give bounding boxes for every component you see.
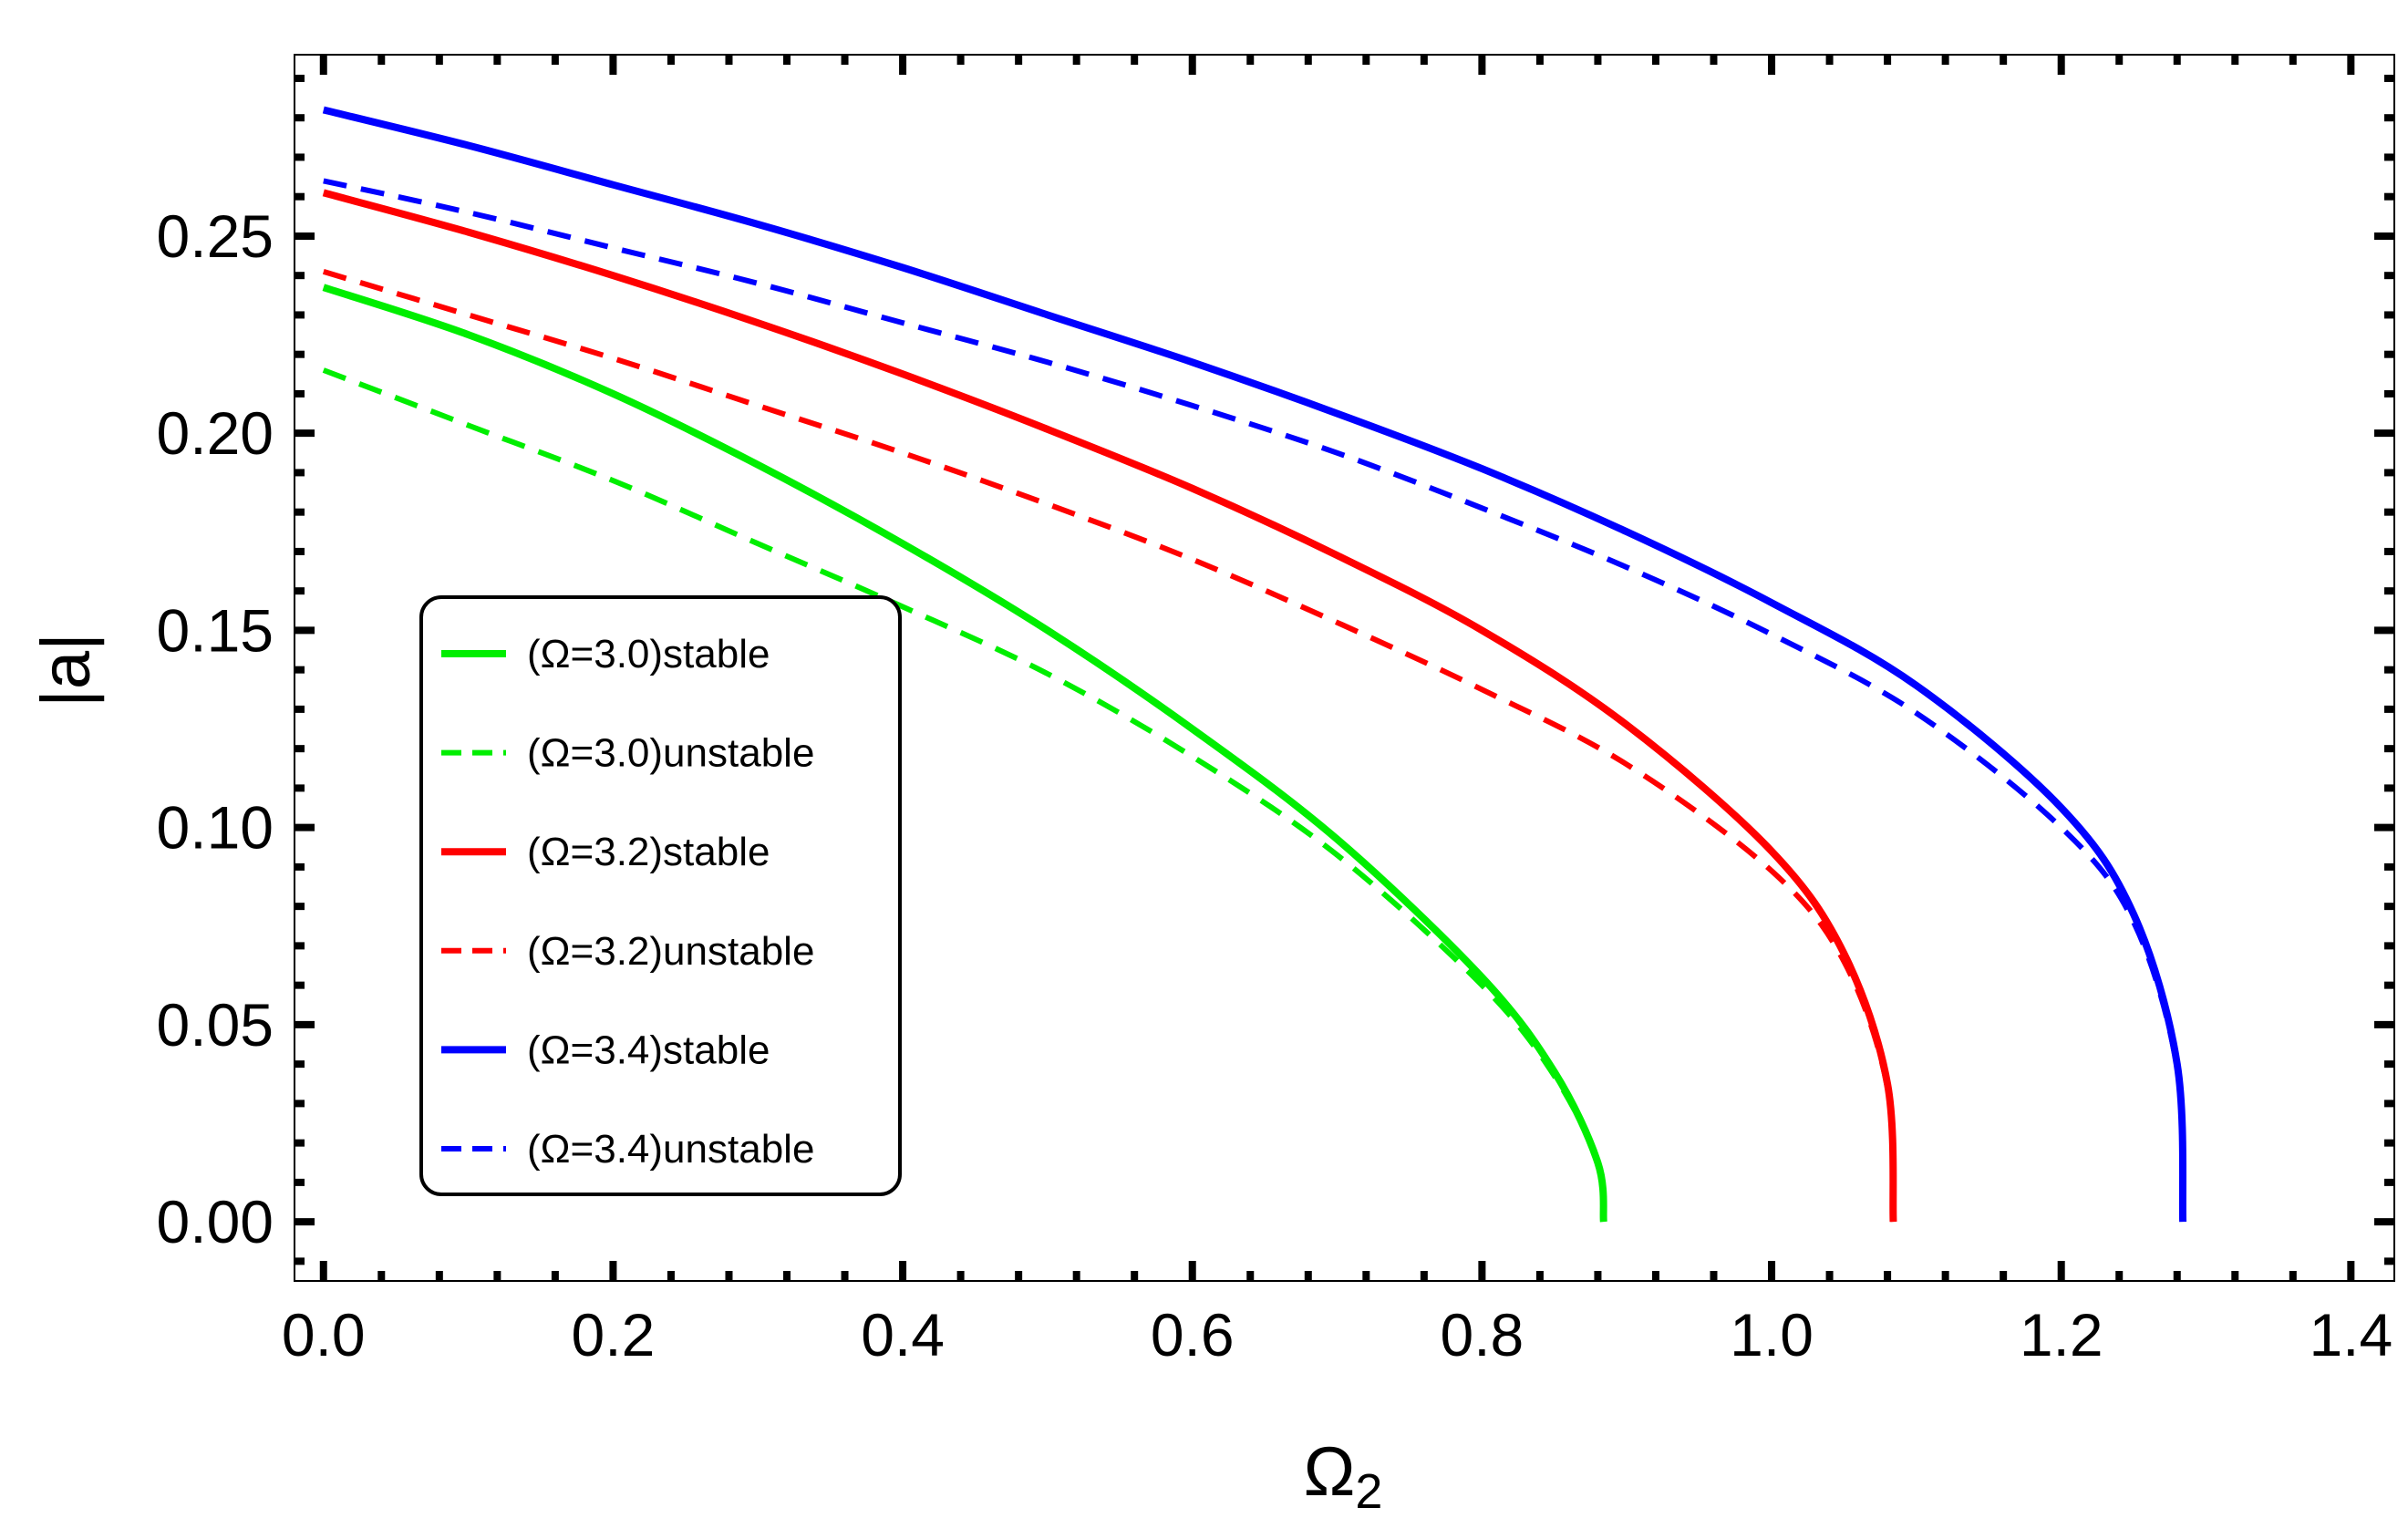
y-tick-label: 0.10 [157, 794, 274, 862]
y-tick-label: 0.00 [157, 1188, 274, 1255]
x-tick-label: 0.0 [282, 1301, 366, 1368]
legend-label-1: (Ω=3.0)unstable [527, 731, 814, 776]
x-axis-title: Ω2 [1304, 1433, 1383, 1518]
series-line-4 [322, 106, 2187, 1223]
ticks-layer: 0.0 0.2 0.4 0.6 0.8 1.0 1.2 1.4 0.00 0.05 0.10 0.15… [157, 55, 2394, 1368]
series-layer [322, 106, 2187, 1223]
y-tick-label: 0.20 [157, 399, 274, 467]
y-tick-label: 0.15 [157, 596, 274, 664]
series-line-0 [322, 284, 1607, 1223]
legend-label-4: (Ω=3.4)stable [527, 1027, 770, 1072]
legend-box [419, 595, 902, 1196]
legend-label-2: (Ω=3.2)stable [527, 830, 770, 874]
x-tick-label: 1.4 [2309, 1301, 2392, 1368]
series-line-5 [323, 178, 2186, 1223]
legend-label-3: (Ω=3.2)unstable [527, 929, 814, 974]
x-tick-label: 0.4 [861, 1301, 945, 1368]
x-tick-label: 1.0 [1730, 1301, 1814, 1368]
series-line-2 [322, 189, 1897, 1223]
y-tick-label: 0.05 [157, 991, 274, 1058]
x-tick-label: 0.2 [572, 1301, 656, 1368]
legend: (Ω=3.0)stable (Ω=3.0)unstable (Ω=3.2)stabl… [419, 595, 902, 1196]
series-line-1 [322, 367, 1607, 1223]
series-line-3 [322, 269, 1896, 1223]
x-tick-label: 0.6 [1151, 1301, 1235, 1368]
x-axis-title-subscript: 2 [1355, 1464, 1382, 1518]
legend-label-0: (Ω=3.0)stable [527, 632, 770, 676]
x-axis-title-main: Ω [1304, 1433, 1356, 1511]
legend-label-5: (Ω=3.4)unstable [527, 1127, 814, 1172]
x-tick-label: 0.8 [1441, 1301, 1524, 1368]
y-axis-title: |a| [27, 633, 105, 707]
y-tick-label: 0.25 [157, 202, 274, 270]
x-tick-label: 1.2 [2020, 1301, 2103, 1368]
